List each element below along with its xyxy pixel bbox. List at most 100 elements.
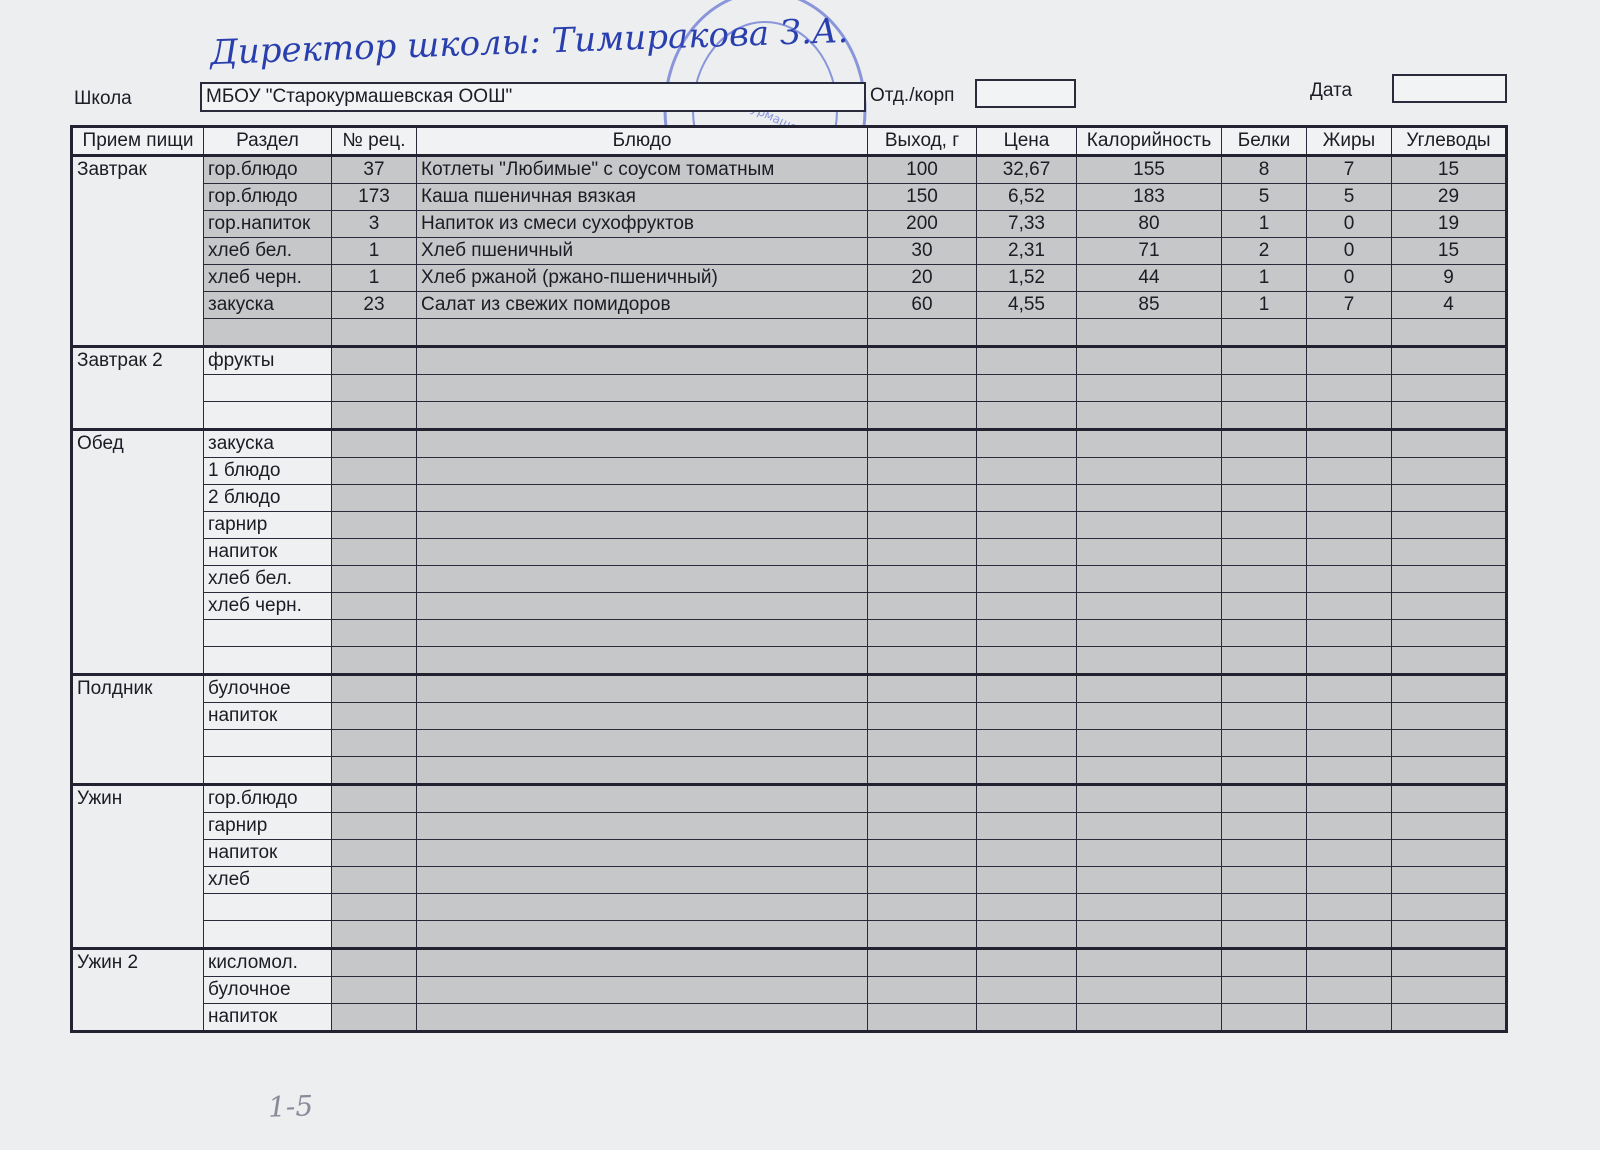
calories-cell[interactable]	[1076, 619, 1222, 647]
carbs-cell[interactable]	[1391, 976, 1507, 1004]
carbs-cell[interactable]	[1391, 866, 1507, 894]
proteins-cell[interactable]	[1221, 756, 1307, 785]
price-cell[interactable]	[976, 345, 1077, 375]
price-cell[interactable]: 7,33	[976, 210, 1077, 238]
section-cell[interactable]: булочное	[203, 673, 332, 703]
price-cell[interactable]	[976, 484, 1077, 512]
price-cell[interactable]	[976, 565, 1077, 593]
recipe-number-cell[interactable]	[331, 457, 417, 485]
proteins-cell[interactable]	[1221, 729, 1307, 757]
yield-cell[interactable]	[867, 345, 977, 375]
price-cell[interactable]	[976, 812, 1077, 840]
proteins-cell[interactable]	[1221, 374, 1307, 402]
recipe-number-cell[interactable]	[331, 976, 417, 1004]
section-cell[interactable]: напиток	[203, 538, 332, 566]
calories-cell[interactable]	[1076, 866, 1222, 894]
dish-cell[interactable]: Хлеб пшеничный	[416, 237, 868, 265]
carbs-cell[interactable]	[1391, 619, 1507, 647]
yield-cell[interactable]	[867, 484, 977, 512]
recipe-number-cell[interactable]	[331, 756, 417, 785]
calories-cell[interactable]	[1076, 812, 1222, 840]
section-cell[interactable]: напиток	[203, 702, 332, 730]
proteins-cell[interactable]	[1221, 565, 1307, 593]
recipe-number-cell[interactable]	[331, 783, 417, 813]
proteins-cell[interactable]	[1221, 893, 1307, 921]
fats-cell[interactable]	[1306, 538, 1392, 566]
proteins-cell[interactable]	[1221, 947, 1307, 977]
calories-cell[interactable]	[1076, 565, 1222, 593]
price-cell[interactable]: 32,67	[976, 154, 1077, 184]
proteins-cell[interactable]: 1	[1221, 210, 1307, 238]
section-cell[interactable]	[203, 893, 332, 921]
dish-cell[interactable]	[416, 839, 868, 867]
fats-cell[interactable]	[1306, 484, 1392, 512]
price-cell[interactable]	[976, 511, 1077, 539]
calories-cell[interactable]	[1076, 511, 1222, 539]
proteins-cell[interactable]	[1221, 646, 1307, 675]
yield-cell[interactable]	[867, 401, 977, 430]
dish-cell[interactable]	[416, 702, 868, 730]
carbs-cell[interactable]	[1391, 457, 1507, 485]
dish-cell[interactable]	[416, 646, 868, 675]
yield-cell[interactable]	[867, 673, 977, 703]
fats-cell[interactable]: 0	[1306, 210, 1392, 238]
yield-cell[interactable]	[867, 947, 977, 977]
proteins-cell[interactable]	[1221, 839, 1307, 867]
dish-cell[interactable]: Хлеб ржаной (ржано-пшеничный)	[416, 264, 868, 292]
dish-cell[interactable]	[416, 592, 868, 620]
dish-cell[interactable]	[416, 920, 868, 949]
calories-cell[interactable]	[1076, 783, 1222, 813]
proteins-cell[interactable]: 1	[1221, 291, 1307, 319]
proteins-cell[interactable]	[1221, 318, 1307, 347]
calories-cell[interactable]: 44	[1076, 264, 1222, 292]
carbs-cell[interactable]	[1391, 783, 1507, 813]
dish-cell[interactable]	[416, 345, 868, 375]
recipe-number-cell[interactable]	[331, 428, 417, 458]
price-cell[interactable]	[976, 457, 1077, 485]
carbs-cell[interactable]	[1391, 646, 1507, 675]
fats-cell[interactable]	[1306, 756, 1392, 785]
yield-cell[interactable]	[867, 976, 977, 1004]
yield-cell[interactable]: 200	[867, 210, 977, 238]
calories-cell[interactable]	[1076, 756, 1222, 785]
recipe-number-cell[interactable]	[331, 592, 417, 620]
section-cell[interactable]: закуска	[203, 291, 332, 319]
price-cell[interactable]	[976, 866, 1077, 894]
dish-cell[interactable]	[416, 976, 868, 1004]
fats-cell[interactable]	[1306, 646, 1392, 675]
section-cell[interactable]: гор.напиток	[203, 210, 332, 238]
calories-cell[interactable]	[1076, 920, 1222, 949]
price-cell[interactable]	[976, 756, 1077, 785]
price-cell[interactable]	[976, 646, 1077, 675]
calories-cell[interactable]	[1076, 673, 1222, 703]
recipe-number-cell[interactable]	[331, 345, 417, 375]
price-cell[interactable]	[976, 401, 1077, 430]
proteins-cell[interactable]: 1	[1221, 264, 1307, 292]
calories-cell[interactable]	[1076, 428, 1222, 458]
fats-cell[interactable]: 5	[1306, 183, 1392, 211]
carbs-cell[interactable]	[1391, 702, 1507, 730]
section-cell[interactable]: хлеб бел.	[203, 237, 332, 265]
fats-cell[interactable]	[1306, 374, 1392, 402]
calories-cell[interactable]: 183	[1076, 183, 1222, 211]
fats-cell[interactable]: 0	[1306, 264, 1392, 292]
section-cell[interactable]: фрукты	[203, 345, 332, 375]
price-cell[interactable]	[976, 673, 1077, 703]
price-cell[interactable]	[976, 729, 1077, 757]
section-cell[interactable]: гарнир	[203, 812, 332, 840]
calories-cell[interactable]: 71	[1076, 237, 1222, 265]
yield-cell[interactable]	[867, 839, 977, 867]
section-cell[interactable]: гор.блюдо	[203, 783, 332, 813]
fats-cell[interactable]	[1306, 920, 1392, 949]
price-cell[interactable]	[976, 702, 1077, 730]
calories-cell[interactable]	[1076, 646, 1222, 675]
carbs-cell[interactable]	[1391, 812, 1507, 840]
carbs-cell[interactable]	[1391, 428, 1507, 458]
proteins-cell[interactable]	[1221, 457, 1307, 485]
recipe-number-cell[interactable]: 23	[331, 291, 417, 319]
recipe-number-cell[interactable]	[331, 920, 417, 949]
yield-cell[interactable]: 100	[867, 154, 977, 184]
fats-cell[interactable]: 7	[1306, 154, 1392, 184]
yield-cell[interactable]	[867, 592, 977, 620]
dish-cell[interactable]: Котлеты "Любимые" с соусом томатным	[416, 154, 868, 184]
